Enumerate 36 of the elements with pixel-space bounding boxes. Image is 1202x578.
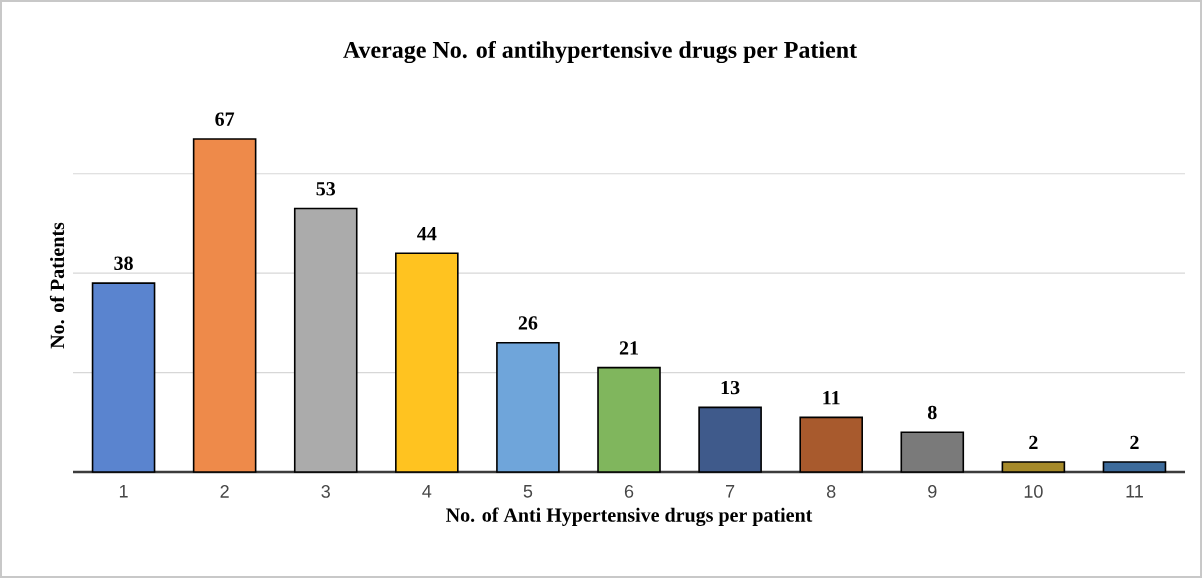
x-tick-label: 2	[220, 485, 229, 498]
x-tick-label: 5	[523, 485, 533, 498]
data-label: 38	[114, 256, 133, 271]
x-tick-label: 3	[321, 485, 330, 498]
bar	[91, 282, 156, 473]
x-tick-label: 8	[826, 485, 836, 498]
bar	[1102, 461, 1167, 473]
bar	[395, 252, 459, 473]
bar	[293, 207, 358, 473]
x-tick-label: 4	[422, 485, 432, 498]
data-label: 53	[316, 182, 336, 196]
data-label: 26	[518, 316, 538, 330]
data-label: 13	[721, 380, 740, 395]
chart-title: Average No. of antihypertensive drugs per Patient	[343, 40, 857, 64]
bar	[698, 406, 762, 473]
data-label: 67	[215, 112, 235, 126]
x-tick-label: 1	[119, 485, 128, 498]
bar	[597, 366, 661, 473]
data-label: 21	[619, 341, 638, 355]
data-label: 8	[927, 405, 937, 420]
y-axis-title: No. of Patients	[49, 222, 65, 349]
bar	[496, 341, 560, 473]
data-label: 2	[1029, 435, 1038, 449]
bar	[799, 416, 863, 473]
bar	[1001, 461, 1066, 473]
x-tick-label: 9	[928, 485, 937, 498]
bar	[192, 138, 257, 473]
data-label: 2	[1130, 435, 1139, 449]
x-axis-title: No. of Anti Hypertensive drugs per patient	[446, 507, 813, 527]
data-label: 44	[417, 227, 437, 241]
x-tick-label: 7	[726, 485, 735, 498]
x-tick-label: 10	[1024, 485, 1043, 498]
data-label: 11	[823, 391, 840, 405]
bar	[900, 431, 965, 473]
x-tick-label: 11	[1126, 485, 1143, 498]
x-tick-label: 6	[624, 485, 634, 498]
